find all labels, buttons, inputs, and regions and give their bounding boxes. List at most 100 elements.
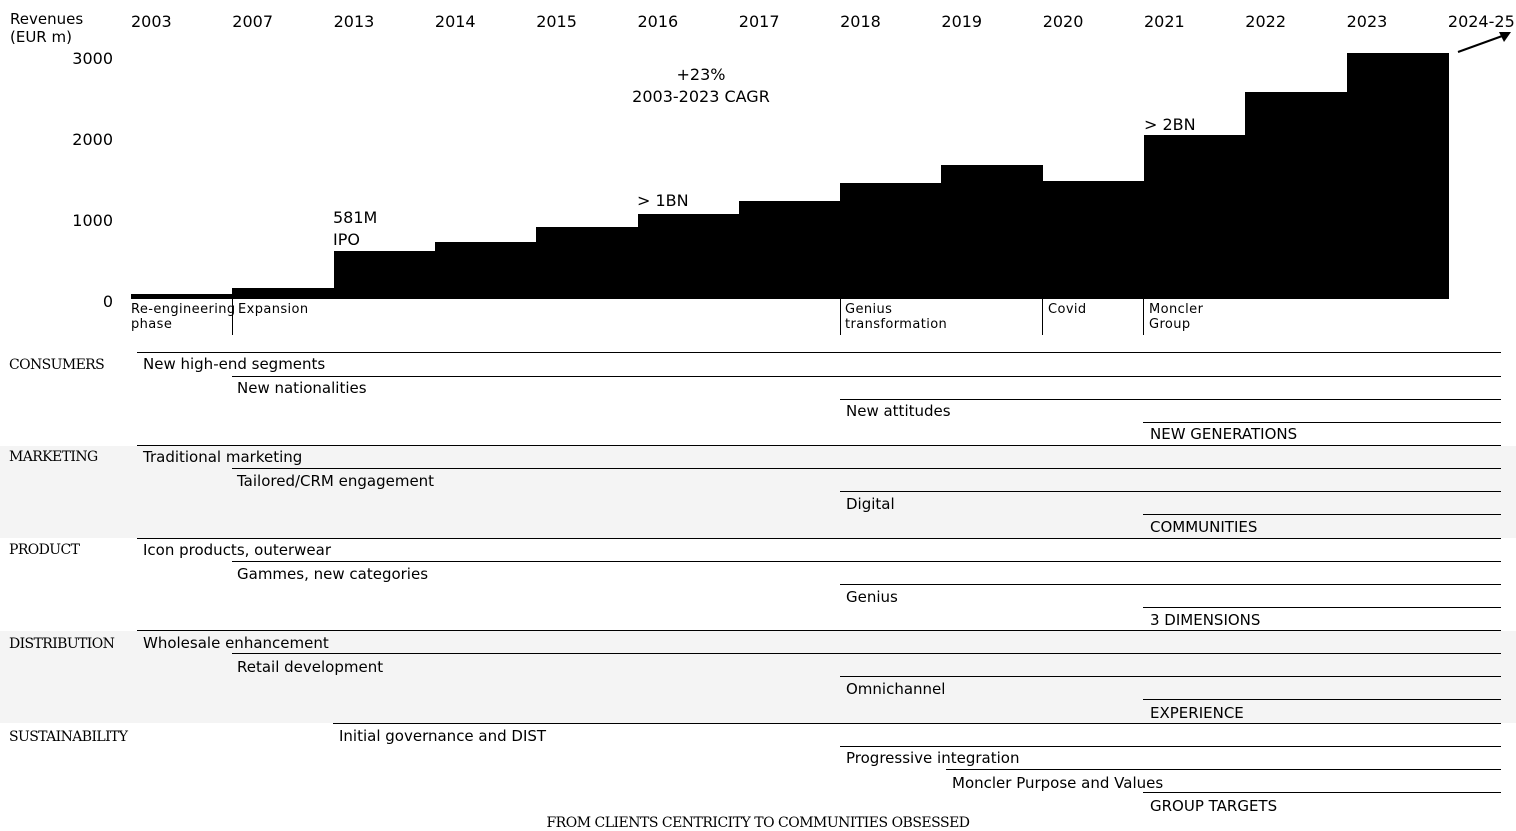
- revenue-bar-2016: [637, 213, 740, 299]
- phase-line: Group: [1149, 317, 1191, 332]
- year-label-2016: 2016: [637, 12, 679, 31]
- product-item: Gammes, new categories: [237, 565, 429, 583]
- y-tick-0: 0: [102, 292, 113, 311]
- year-label-2024-25: 2024-25: [1447, 12, 1515, 31]
- band-marketing: [0, 446, 1516, 538]
- revenue-bar-2003: [131, 293, 234, 299]
- sustainability-item: GROUP TARGETS: [1150, 797, 1278, 815]
- phase-reengineering: Re-engineering phase: [131, 302, 236, 332]
- year-label-2019: 2019: [941, 12, 983, 31]
- year-label-2022: 2022: [1245, 12, 1287, 31]
- phase-covid: Covid: [1048, 302, 1087, 317]
- revenue-bar-2017: [738, 201, 841, 299]
- y-tick-3000: 3000: [72, 49, 113, 68]
- year-label-2017: 2017: [738, 12, 780, 31]
- y-tick-1000: 1000: [72, 211, 113, 230]
- y-axis-title: Revenues (EUR m): [10, 10, 83, 46]
- ipo-value: 581M: [333, 208, 378, 227]
- phase-divider: [232, 299, 233, 335]
- section-label-consumers: CONSUMERS: [9, 357, 105, 373]
- timeline-line: [232, 468, 1501, 469]
- revenue-bar-2022: [1245, 92, 1348, 299]
- timeline-line: [137, 630, 1501, 631]
- timeline-line: [232, 376, 1501, 377]
- distribution-item: Wholesale enhancement: [143, 634, 329, 652]
- year-label-2015: 2015: [536, 12, 577, 31]
- year-label-2018: 2018: [840, 12, 881, 31]
- section-label-product: PRODUCT: [9, 542, 80, 558]
- revenue-bar-2021: [1144, 135, 1247, 299]
- timeline-line: [946, 769, 1501, 770]
- timeline-line: [333, 723, 1501, 724]
- year-label-2023: 2023: [1346, 12, 1388, 31]
- timeline-line: [137, 445, 1501, 446]
- revenue-bar-2014: [434, 242, 537, 299]
- consumers-item: New high-end segments: [143, 355, 326, 373]
- distribution-item: EXPERIENCE: [1150, 704, 1244, 722]
- year-label-2021: 2021: [1144, 12, 1185, 31]
- marketing-item: COMMUNITIES: [1150, 518, 1258, 536]
- marketing-item: Tailored/CRM engagement: [237, 472, 435, 490]
- timeline-line: [137, 352, 1501, 353]
- timeline-line: [137, 538, 1501, 539]
- timeline-line: [840, 676, 1501, 677]
- phase-divider: [1042, 299, 1043, 335]
- cagr-period: 2003-2023 CAGR: [632, 87, 770, 106]
- year-label-2020: 2020: [1042, 12, 1084, 31]
- phase-line: Moncler: [1149, 302, 1204, 317]
- year-label-2003: 2003: [131, 12, 172, 31]
- timeline-line: [840, 491, 1501, 492]
- revenue-bar-2015: [536, 226, 639, 299]
- phase-genius: Genius transformation: [845, 302, 947, 332]
- revenue-bar-2013: [333, 251, 436, 299]
- marketing-item: Digital: [846, 495, 895, 513]
- y-tick-2000: 2000: [72, 130, 113, 149]
- product-item: 3 DIMENSIONS: [1150, 611, 1261, 629]
- cagr-annotation: +23% 2003-2023 CAGR: [571, 64, 831, 108]
- marketing-item: Traditional marketing: [143, 448, 303, 466]
- footer-tagline: FROM CLIENTS CENTRICITY TO COMMUNITIES O…: [546, 815, 970, 831]
- phase-line: Re-engineering: [131, 302, 236, 317]
- timeline-line: [840, 399, 1501, 400]
- year-label-2007: 2007: [232, 12, 274, 31]
- timeline-line: [1143, 514, 1501, 515]
- distribution-item: Retail development: [237, 658, 384, 676]
- product-item: Icon products, outerwear: [143, 541, 331, 559]
- timeline-line: [1143, 699, 1501, 700]
- sustainability-item: Initial governance and DIST: [339, 727, 547, 745]
- section-label-sustainability: SUSTAINABILITY: [9, 729, 128, 745]
- timeline-line: [232, 653, 1501, 654]
- growth-arrow-icon: [1457, 32, 1511, 53]
- timeline-line: [840, 584, 1501, 585]
- consumers-item: New attitudes: [846, 402, 951, 420]
- timeline-line: [1143, 607, 1501, 608]
- consumers-item: New nationalities: [237, 379, 367, 397]
- phase-divider: [840, 299, 841, 335]
- cagr-value: +23%: [676, 65, 726, 84]
- phase-line: Covid: [1048, 302, 1087, 317]
- phase-line: transformation: [845, 317, 948, 332]
- year-label-2013: 2013: [333, 12, 375, 31]
- 2bn-annotation: > 2BN: [1144, 115, 1196, 134]
- band-distribution: [0, 631, 1516, 723]
- revenue-bar-2023: [1346, 53, 1449, 299]
- sustainability-item: Progressive integration: [846, 749, 1020, 767]
- phase-divider: [1143, 299, 1144, 335]
- timeline-line: [1143, 422, 1501, 423]
- phase-line: phase: [131, 317, 173, 332]
- section-label-marketing: MARKETING: [9, 449, 98, 465]
- phase-expansion: Expansion: [238, 302, 309, 317]
- product-item: Genius: [846, 588, 898, 606]
- year-label-2014: 2014: [434, 12, 476, 31]
- phase-moncler-group: Moncler Group: [1149, 302, 1203, 332]
- consumers-item: NEW GENERATIONS: [1150, 425, 1298, 443]
- revenue-bar-2018: [840, 182, 943, 299]
- revenue-bar-2019: [941, 165, 1044, 299]
- y-axis-title-line1: Revenues: [10, 10, 84, 28]
- timeline-line: [1143, 792, 1501, 793]
- ipo-label: IPO: [333, 230, 360, 249]
- revenue-bar-2020: [1042, 180, 1145, 299]
- sustainability-item: Moncler Purpose and Values: [952, 774, 1164, 792]
- timeline-line: [840, 746, 1501, 747]
